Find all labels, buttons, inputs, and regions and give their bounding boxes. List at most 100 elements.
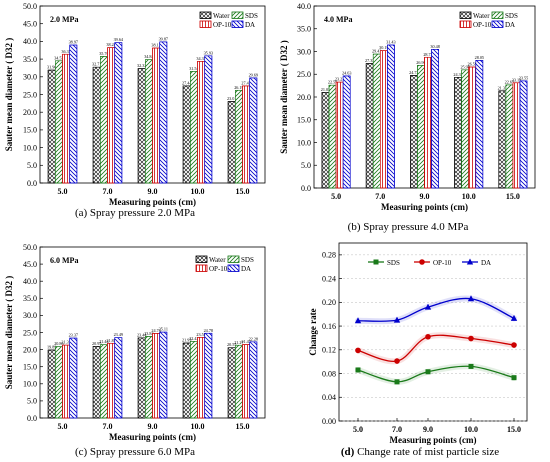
bar-pattern-sds — [372, 53, 381, 189]
y-tick-label: 0.24 — [322, 274, 336, 283]
value-label: 31.90 — [47, 65, 56, 70]
bar-pattern-da — [69, 337, 78, 419]
legend-swatch-da — [491, 20, 504, 28]
x-tick-label: 15.0 — [507, 425, 521, 434]
panel-c-chart: 0.0 5.0 10.0 15.0 20.0 25.0 30.0 35.0 40.0 45.0 50… — [4, 243, 266, 442]
y-tick-label: 10.0 — [23, 380, 37, 389]
y-tick-label: 35.0 — [23, 55, 37, 64]
y-tick-label: 0.08 — [322, 369, 336, 378]
value-label: 23.58 — [196, 332, 205, 337]
legend-swatch-sds — [491, 11, 504, 19]
legend-swatch-da — [227, 264, 240, 272]
value-label: 38.24 — [106, 42, 116, 47]
point-sds — [511, 375, 517, 381]
x-tick-label: 10.0 — [464, 425, 478, 434]
bar-pattern-da — [387, 44, 395, 189]
legend-marker — [419, 259, 425, 265]
bar-pattern-op-10 — [197, 337, 205, 419]
bar-pattern-op-10 — [107, 47, 115, 184]
bar-pattern-sds — [145, 336, 153, 419]
y-axis-label: Change rate — [308, 308, 318, 355]
x-tick-label: 7.0 — [375, 192, 385, 201]
legend-swatch-op-10 — [459, 20, 472, 28]
value-label: 23.27 — [335, 77, 344, 82]
value-label: 28.05 — [475, 55, 484, 60]
bar-pattern-sds — [461, 69, 469, 189]
bar-pattern-da — [519, 80, 528, 189]
value-label: 23.84 — [144, 331, 154, 336]
bar-pattern-sds — [505, 84, 514, 189]
y-tick-label: 25.0 — [23, 328, 37, 337]
band-op-10 — [355, 332, 517, 365]
value-label: 21.47 — [241, 339, 250, 344]
legend-label-op-10: OP-10 — [433, 259, 452, 267]
value-label: 25.11 — [159, 327, 168, 332]
y-tick-label: 45.0 — [23, 20, 37, 29]
caption-c: (c) Spray pressure 6.0 MPa — [75, 446, 195, 458]
plot-frame — [338, 242, 528, 422]
bar-pattern-sds — [190, 341, 198, 419]
value-label: 20.86 — [54, 341, 63, 346]
point-op-10 — [394, 358, 400, 364]
y-axis-label: Sauter mean diameter ( D32 ) — [279, 40, 289, 153]
value-label: 20.55 — [227, 342, 236, 347]
bar-pattern-sds — [54, 346, 63, 419]
bar-pattern-water — [137, 68, 146, 184]
bar-pattern-da — [342, 75, 351, 189]
bar-pattern-sds — [417, 65, 425, 189]
x-tick-label: 10.0 — [462, 192, 476, 201]
y-tick-label: 40.0 — [297, 2, 311, 11]
y-tick-label: 45.0 — [23, 260, 37, 269]
legend-label-sds: SDS — [245, 12, 258, 20]
bar-pattern-op-10 — [242, 85, 250, 184]
value-label: 21.03 — [321, 87, 330, 92]
y-axis-label: Sauter mean diameter ( D32 ) — [4, 38, 14, 151]
value-label: 27.43 — [241, 80, 250, 85]
bar-pattern-op-10 — [107, 342, 115, 419]
point-op-10 — [511, 342, 517, 348]
point-da — [467, 295, 475, 302]
legend-label-da: DA — [505, 21, 515, 29]
x-axis-label: Measuring points (cm) — [381, 202, 468, 212]
legend-swatch-water — [199, 11, 212, 19]
value-label: 23.44 — [137, 332, 147, 337]
value-label: 23.55 — [519, 75, 528, 80]
x-tick-label: 9.0 — [148, 187, 158, 196]
x-tick-label: 7.0 — [103, 187, 113, 196]
x-tick-label: 5.0 — [58, 187, 68, 196]
legend-swatch-op-10 — [195, 264, 208, 272]
value-label: 21.31 — [61, 340, 70, 345]
x-axis-label: Measuring points (cm) — [109, 197, 196, 207]
x-tick-label: 7.0 — [392, 425, 402, 434]
bar-pattern-op-10 — [152, 333, 160, 419]
legend-label-da: DA — [241, 265, 251, 273]
value-label: 39.87 — [159, 36, 168, 41]
y-tick-label: 30.0 — [23, 311, 37, 320]
value-label: 19.89 — [47, 344, 56, 349]
legend-swatch-op-10 — [199, 20, 212, 28]
y-tick-label: 40.0 — [23, 277, 37, 286]
value-label: 31.43 — [386, 39, 395, 44]
value-label: 26.19 — [234, 85, 243, 90]
bar-pattern-op-10 — [512, 82, 521, 189]
value-label: 35.76 — [99, 51, 108, 56]
x-axis-label: Measuring points (cm) — [109, 432, 196, 442]
y-tick-label: 20.0 — [23, 345, 37, 354]
point-op-10 — [355, 347, 361, 354]
bar-pattern-water — [92, 66, 101, 184]
bar-pattern-da — [114, 42, 123, 184]
legend-label-water: Water — [209, 256, 226, 264]
point-op-10 — [468, 335, 474, 342]
caption-d: (d) Change rate of mist particle size — [341, 446, 499, 458]
value-label: 28.73 — [423, 52, 432, 57]
point-da — [393, 316, 401, 323]
y-tick-label: 0.0 — [301, 184, 311, 193]
y-tick-label: 0.0 — [27, 179, 37, 188]
bar-pattern-water — [182, 85, 191, 184]
value-label: 23.01 — [227, 96, 236, 101]
x-tick-label: 5.0 — [58, 422, 68, 431]
x-tick-label: 15.0 — [506, 192, 520, 201]
legend-label-sds: SDS — [387, 259, 400, 267]
y-tick-label: 0.12 — [322, 346, 336, 355]
y-tick-label: 15.0 — [297, 116, 311, 125]
